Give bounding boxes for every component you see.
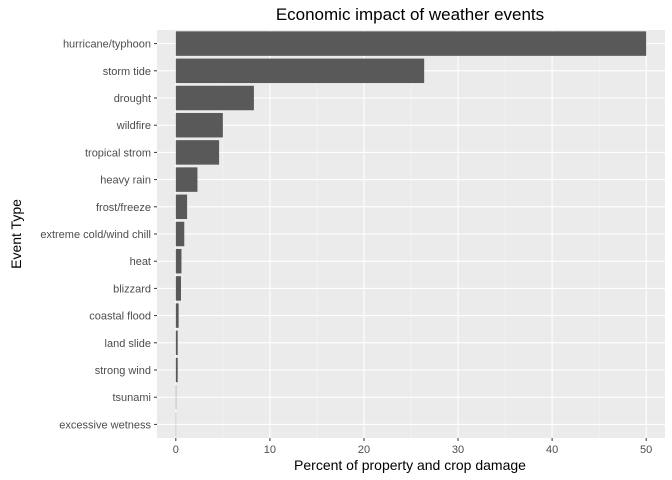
bar <box>175 303 179 328</box>
y-axis-title: Event Type <box>8 199 24 269</box>
y-tick-label: blizzard <box>113 283 151 295</box>
bar <box>175 330 178 356</box>
x-tick-label: 40 <box>546 444 558 456</box>
bar <box>175 112 223 138</box>
bar <box>175 167 198 192</box>
y-tick-label: coastal flood <box>89 311 151 323</box>
bars <box>175 31 647 437</box>
y-axis: hurricane/typhoon storm tide drought wildfi… <box>40 39 157 431</box>
y-tick-label: drought <box>114 93 151 105</box>
x-tick-label: 20 <box>358 444 370 456</box>
bar <box>175 140 220 165</box>
y-tick-label: excessive wetness <box>59 419 151 431</box>
x-axis: 0 10 20 30 40 50 <box>173 438 652 456</box>
bar <box>175 357 178 383</box>
bar <box>175 194 188 220</box>
x-tick-label: 30 <box>452 444 464 456</box>
y-tick-label: strong wind <box>95 365 151 377</box>
y-tick-label: heavy rain <box>100 175 151 187</box>
bar <box>175 85 254 111</box>
y-tick-label: hurricane/typhoon <box>63 39 151 51</box>
bar <box>175 276 181 301</box>
y-tick-label: tropical strom <box>85 147 151 159</box>
chart-title: Economic impact of weather events <box>276 5 544 24</box>
y-tick-label: frost/freeze <box>96 202 151 214</box>
bar <box>175 31 647 56</box>
y-tick-label: tsunami <box>112 392 151 404</box>
y-tick-label: heat <box>130 256 151 268</box>
y-tick-label: extreme cold/wind chill <box>40 229 151 241</box>
y-tick-label: land slide <box>105 338 151 350</box>
x-tick-label: 10 <box>264 444 276 456</box>
grid <box>157 30 665 438</box>
bar <box>175 58 425 84</box>
x-axis-title: Percent of property and crop damage <box>294 457 526 473</box>
y-tick-label: wildfire <box>116 120 151 132</box>
x-tick-label: 50 <box>640 444 652 456</box>
x-tick-label: 0 <box>173 444 179 456</box>
y-tick-label: storm tide <box>103 66 151 78</box>
bar <box>175 221 185 247</box>
bar <box>175 248 182 274</box>
